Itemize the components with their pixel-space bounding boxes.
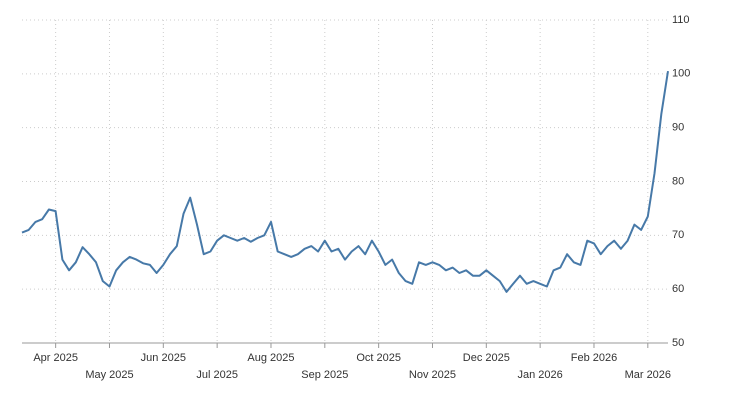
x-tick-label: Feb 2026	[571, 352, 617, 364]
x-tick-label: Nov 2025	[409, 369, 456, 381]
y-tick-label: 90	[672, 122, 684, 134]
x-tick-label: Aug 2025	[247, 352, 294, 364]
y-tick-label: 80	[672, 175, 684, 187]
price-line	[21, 70, 669, 293]
y-tick-label: 110	[672, 14, 690, 26]
y-tick-label: 70	[672, 229, 684, 241]
y-tick-label: 100	[672, 68, 690, 80]
y-tick-label: 60	[672, 283, 684, 295]
x-tick-label: Mar 2026	[625, 369, 671, 381]
x-tick-label: Jun 2025	[141, 352, 186, 364]
x-tick-label: Sep 2025	[301, 369, 348, 381]
x-tick-label: Apr 2025	[33, 352, 78, 364]
x-tick-label: Oct 2025	[356, 352, 401, 364]
x-tick-label: Jul 2025	[196, 369, 238, 381]
y-tick-label: 50	[672, 337, 684, 349]
x-tick-label: May 2025	[85, 369, 133, 381]
x-tick-label: Jan 2026	[518, 369, 563, 381]
x-tick-label: Dec 2025	[463, 352, 510, 364]
